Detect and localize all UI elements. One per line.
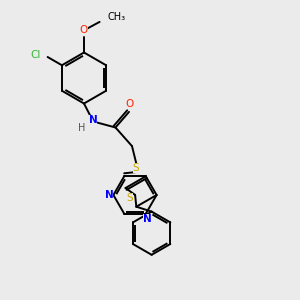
Text: S: S (133, 163, 139, 173)
Text: N: N (143, 214, 152, 224)
Text: S: S (126, 193, 133, 203)
Text: O: O (80, 25, 88, 35)
Text: O: O (125, 99, 133, 110)
Text: N: N (88, 115, 98, 125)
Text: CH₃: CH₃ (107, 12, 125, 22)
Text: Cl: Cl (31, 50, 41, 61)
Text: H: H (78, 123, 85, 134)
Text: N: N (104, 190, 113, 200)
